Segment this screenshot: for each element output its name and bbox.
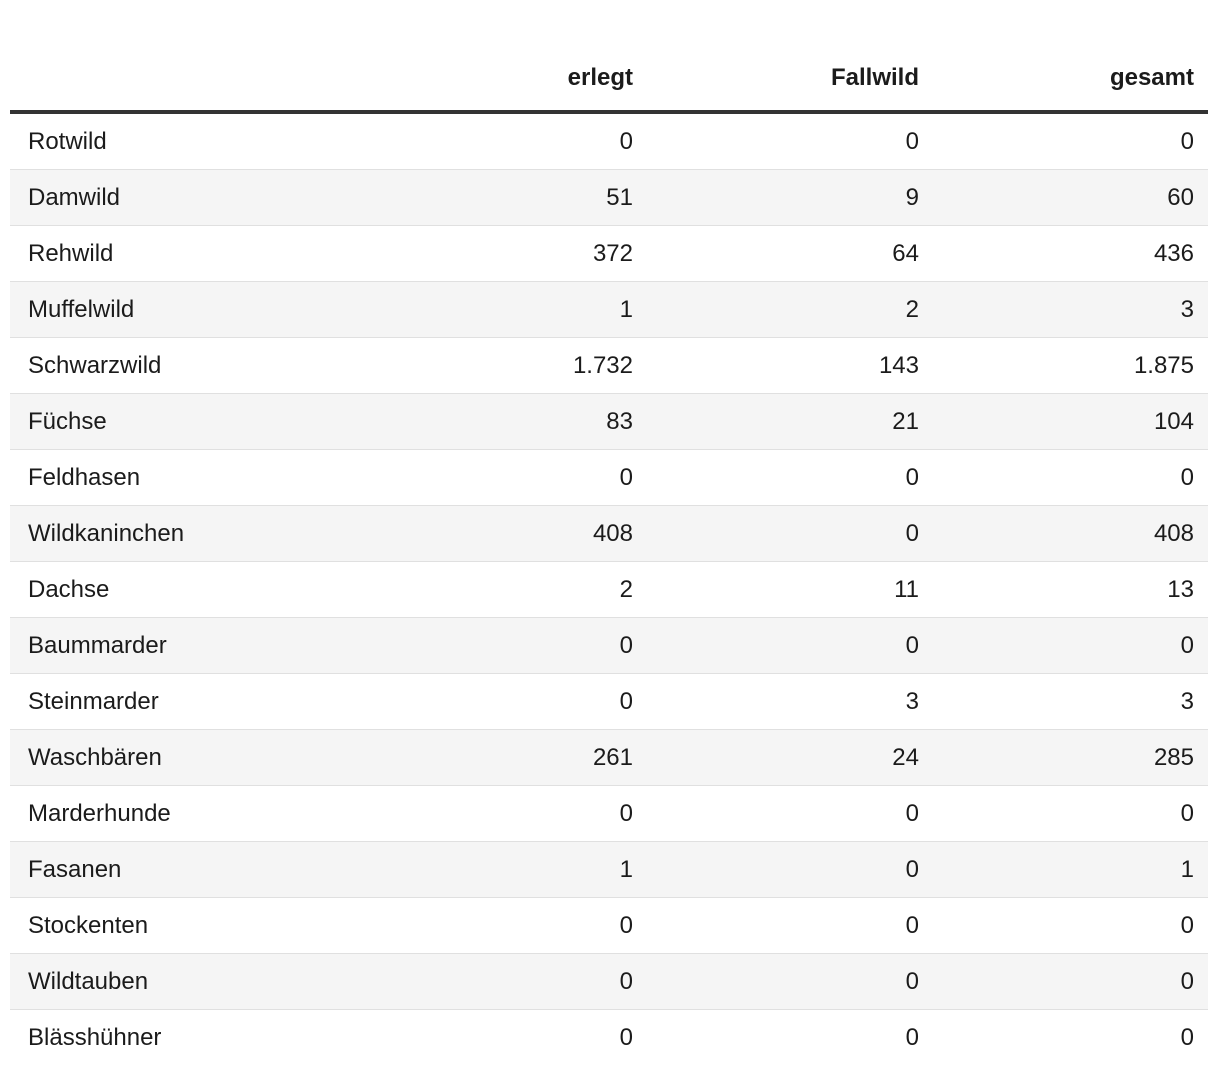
cell-fallwild: 0 (647, 1010, 933, 1065)
cell-fallwild: 0 (647, 506, 933, 562)
row-label: Blässhühner (10, 1010, 361, 1065)
column-header-gesamt: gesamt (933, 0, 1208, 112)
table-row-blaesshuehner: Blässhühner 0 0 0 (10, 1010, 1208, 1065)
row-label: Baummarder (10, 618, 361, 674)
table-row-schwarzwild: Schwarzwild 1.732 143 1.875 (10, 338, 1208, 394)
cell-gesamt: 104 (933, 394, 1208, 450)
table-row-baummarder: Baummarder 0 0 0 (10, 618, 1208, 674)
cell-gesamt: 3 (933, 282, 1208, 338)
row-label: Wildkaninchen (10, 506, 361, 562)
cell-fallwild: 9 (647, 170, 933, 226)
table-row-steinmarder: Steinmarder 0 3 3 (10, 674, 1208, 730)
cell-fallwild: 24 (647, 730, 933, 786)
row-label: Steinmarder (10, 674, 361, 730)
cell-erlegt: 0 (361, 112, 647, 170)
cell-erlegt: 408 (361, 506, 647, 562)
table-row-fuechse: Füchse 83 21 104 (10, 394, 1208, 450)
row-label: Rehwild (10, 226, 361, 282)
cell-erlegt: 1.732 (361, 338, 647, 394)
row-label: Dachse (10, 562, 361, 618)
cell-fallwild: 0 (647, 618, 933, 674)
cell-gesamt: 285 (933, 730, 1208, 786)
header-row: erlegt Fallwild gesamt (10, 0, 1208, 112)
table-row-feldhasen: Feldhasen 0 0 0 (10, 450, 1208, 506)
row-label: Muffelwild (10, 282, 361, 338)
cell-gesamt: 3 (933, 674, 1208, 730)
cell-fallwild: 3 (647, 674, 933, 730)
cell-gesamt: 0 (933, 450, 1208, 506)
cell-erlegt: 0 (361, 450, 647, 506)
row-label: Stockenten (10, 898, 361, 954)
table-row-dachse: Dachse 2 11 13 (10, 562, 1208, 618)
cell-gesamt: 0 (933, 786, 1208, 842)
cell-erlegt: 372 (361, 226, 647, 282)
table-header: erlegt Fallwild gesamt (10, 0, 1208, 112)
cell-fallwild: 143 (647, 338, 933, 394)
cell-erlegt: 0 (361, 786, 647, 842)
cell-gesamt: 0 (933, 112, 1208, 170)
cell-gesamt: 0 (933, 618, 1208, 674)
cell-erlegt: 0 (361, 1010, 647, 1065)
cell-erlegt: 1 (361, 842, 647, 898)
table-row-marderhunde: Marderhunde 0 0 0 (10, 786, 1208, 842)
cell-fallwild: 21 (647, 394, 933, 450)
row-label: Rotwild (10, 112, 361, 170)
cell-fallwild: 11 (647, 562, 933, 618)
cell-fallwild: 0 (647, 112, 933, 170)
cell-erlegt: 2 (361, 562, 647, 618)
cell-erlegt: 83 (361, 394, 647, 450)
cell-gesamt: 408 (933, 506, 1208, 562)
cell-erlegt: 0 (361, 898, 647, 954)
cell-gesamt: 0 (933, 898, 1208, 954)
row-label: Fasanen (10, 842, 361, 898)
table-row-rehwild: Rehwild 372 64 436 (10, 226, 1208, 282)
cell-erlegt: 0 (361, 618, 647, 674)
cell-erlegt: 0 (361, 954, 647, 1010)
cell-erlegt: 1 (361, 282, 647, 338)
column-header-fallwild: Fallwild (647, 0, 933, 112)
table-body: Rotwild 0 0 0 Damwild 51 9 60 Rehwild 37… (10, 112, 1208, 1065)
row-label: Füchse (10, 394, 361, 450)
cell-fallwild: 0 (647, 786, 933, 842)
table-row-damwild: Damwild 51 9 60 (10, 170, 1208, 226)
column-header-species (10, 0, 361, 112)
cell-fallwild: 0 (647, 450, 933, 506)
cell-gesamt: 0 (933, 1010, 1208, 1065)
cell-fallwild: 0 (647, 898, 933, 954)
cell-erlegt: 51 (361, 170, 647, 226)
row-label: Feldhasen (10, 450, 361, 506)
cell-gesamt: 1.875 (933, 338, 1208, 394)
row-label: Waschbären (10, 730, 361, 786)
cell-fallwild: 2 (647, 282, 933, 338)
hunting-statistics-table: erlegt Fallwild gesamt Rotwild 0 0 0 Dam… (10, 0, 1208, 1065)
column-header-erlegt: erlegt (361, 0, 647, 112)
cell-fallwild: 0 (647, 954, 933, 1010)
cell-gesamt: 0 (933, 954, 1208, 1010)
cell-gesamt: 13 (933, 562, 1208, 618)
table-row-stockenten: Stockenten 0 0 0 (10, 898, 1208, 954)
row-label: Damwild (10, 170, 361, 226)
cell-gesamt: 436 (933, 226, 1208, 282)
row-label: Wildtauben (10, 954, 361, 1010)
cell-fallwild: 0 (647, 842, 933, 898)
table-row-muffelwild: Muffelwild 1 2 3 (10, 282, 1208, 338)
cell-fallwild: 64 (647, 226, 933, 282)
table-row-fasanen: Fasanen 1 0 1 (10, 842, 1208, 898)
table-row-rotwild: Rotwild 0 0 0 (10, 112, 1208, 170)
row-label: Marderhunde (10, 786, 361, 842)
cell-erlegt: 0 (361, 674, 647, 730)
table-row-wildtauben: Wildtauben 0 0 0 (10, 954, 1208, 1010)
table-row-waschbaeren: Waschbären 261 24 285 (10, 730, 1208, 786)
cell-erlegt: 261 (361, 730, 647, 786)
row-label: Schwarzwild (10, 338, 361, 394)
cell-gesamt: 1 (933, 842, 1208, 898)
cell-gesamt: 60 (933, 170, 1208, 226)
table-row-wildkaninchen: Wildkaninchen 408 0 408 (10, 506, 1208, 562)
